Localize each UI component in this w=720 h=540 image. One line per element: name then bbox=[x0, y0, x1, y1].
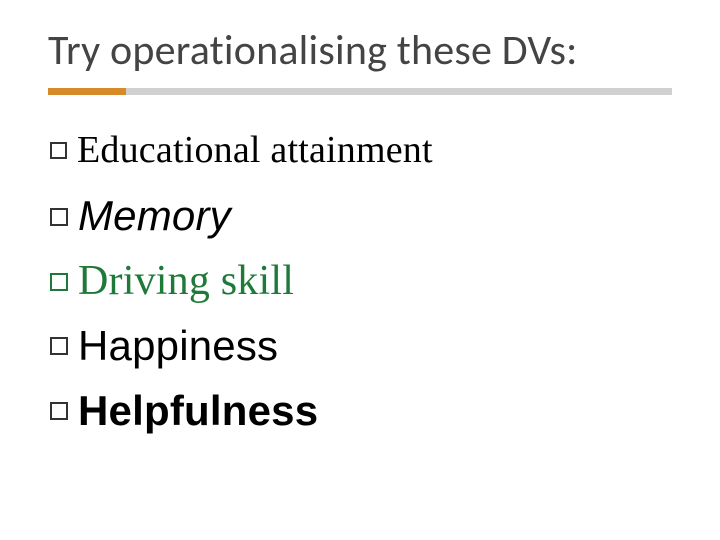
hollow-square-bullet-icon bbox=[50, 208, 68, 226]
list-item: Memory bbox=[50, 188, 672, 245]
slide-title: Try operationalising these DVs: bbox=[48, 28, 672, 74]
list-item: Helpfulness bbox=[50, 383, 672, 440]
hollow-square-bullet-icon bbox=[50, 142, 67, 159]
list-item-text: Helpfulness bbox=[78, 383, 318, 440]
list-item: Educational attainment bbox=[50, 125, 672, 176]
bullet-list: Educational attainment Memory Driving sk… bbox=[50, 125, 672, 439]
hollow-square-bullet-icon bbox=[50, 273, 68, 291]
list-item-text: Driving skill bbox=[78, 253, 294, 310]
list-item-text: Happiness bbox=[78, 318, 278, 375]
list-item-text: Memory bbox=[78, 188, 231, 245]
list-item: Driving skill bbox=[50, 253, 672, 310]
hollow-square-bullet-icon bbox=[50, 337, 68, 355]
title-rule bbox=[48, 88, 672, 95]
title-rule-accent bbox=[48, 88, 126, 95]
list-item: Happiness bbox=[50, 318, 672, 375]
slide: Try operationalising these DVs: Educatio… bbox=[0, 0, 720, 540]
list-item-text: Educational attainment bbox=[77, 125, 433, 176]
title-rule-grey bbox=[48, 88, 672, 95]
hollow-square-bullet-icon bbox=[50, 402, 68, 420]
